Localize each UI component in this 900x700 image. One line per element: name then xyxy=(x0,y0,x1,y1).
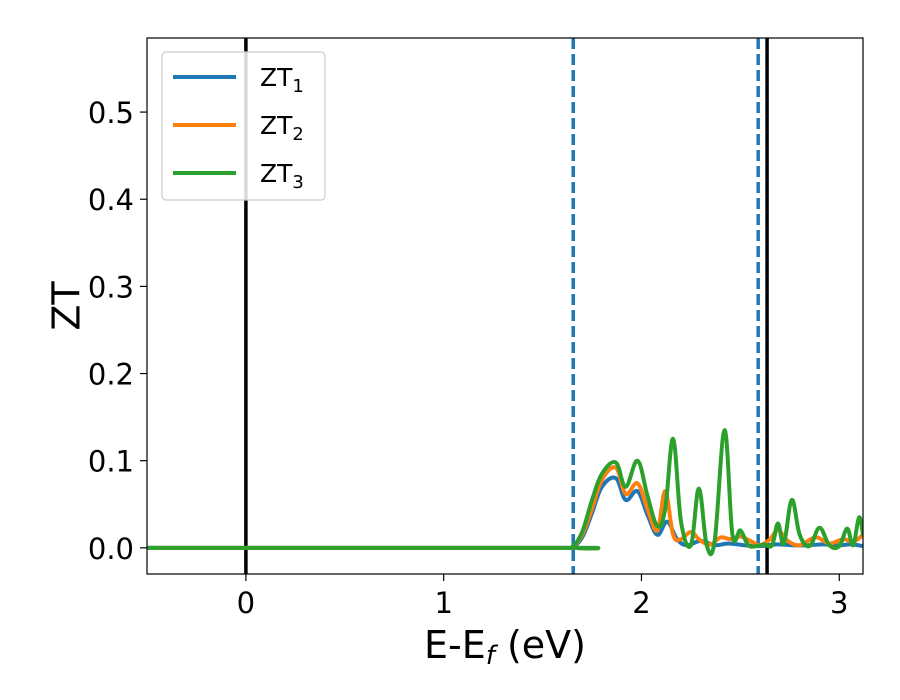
legend-label-1: ZT1 xyxy=(260,63,304,97)
x-tick-label: 2 xyxy=(632,586,650,620)
legend-label-2: ZT2 xyxy=(260,111,304,145)
legend-label-3: ZT3 xyxy=(260,159,304,193)
x-tick-label: 0 xyxy=(237,586,255,620)
x-axis-label: E-Ef (eV) xyxy=(424,623,586,671)
x-tick-label: 3 xyxy=(830,586,848,620)
y-tick-label: 0.2 xyxy=(88,358,134,392)
y-tick-label: 0.0 xyxy=(88,532,134,566)
series-line-3 xyxy=(147,428,863,557)
x-axis-label-unit: (eV) xyxy=(495,623,586,667)
x-tick-label: 1 xyxy=(434,586,452,620)
y-tick-label: 0.5 xyxy=(88,96,134,130)
y-axis-label: ZT xyxy=(44,281,88,331)
y-tick-label: 0.4 xyxy=(88,183,134,217)
legend-box xyxy=(161,51,326,201)
plot-frame xyxy=(146,37,864,575)
y-tick-label: 0.1 xyxy=(88,445,134,479)
x-axis-label-main: E-E xyxy=(424,623,486,667)
legend: ZT1 ZT2 ZT3 xyxy=(161,51,326,201)
y-tick-label: 0.3 xyxy=(88,270,134,304)
y-axis-ticks: 0.0 0.1 0.2 0.3 0.4 0.5 xyxy=(88,96,147,566)
x-axis-ticks: 0 1 2 3 xyxy=(237,574,848,620)
series-lines xyxy=(147,428,863,557)
